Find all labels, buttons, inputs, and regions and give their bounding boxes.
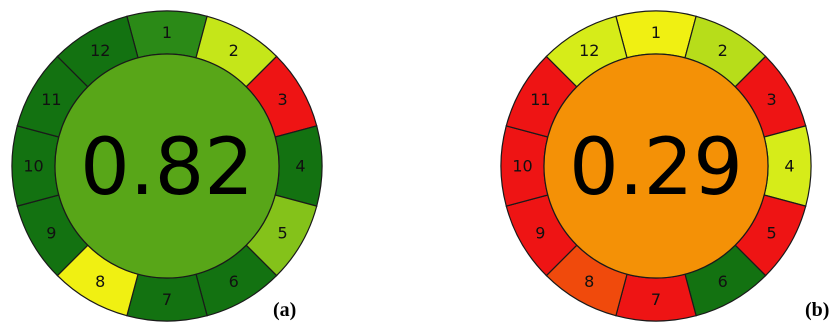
segment-number-b-7: 7 bbox=[651, 290, 661, 309]
segment-number-a-4: 4 bbox=[295, 157, 305, 176]
segment-number-a-6: 6 bbox=[229, 272, 239, 291]
segment-number-a-10: 10 bbox=[23, 157, 43, 176]
segment-number-a-12: 12 bbox=[90, 41, 110, 60]
segment-number-b-4: 4 bbox=[784, 157, 794, 176]
segment-number-b-11: 11 bbox=[530, 90, 550, 109]
segment-number-a-9: 9 bbox=[46, 223, 56, 242]
segment-number-a-7: 7 bbox=[162, 290, 172, 309]
segment-number-a-11: 11 bbox=[41, 90, 61, 109]
score-disc-a bbox=[54, 53, 280, 279]
segment-number-b-10: 10 bbox=[512, 157, 532, 176]
segment-number-a-1: 1 bbox=[162, 23, 172, 42]
segment-number-b-5: 5 bbox=[767, 223, 777, 242]
segment-number-b-8: 8 bbox=[584, 272, 594, 291]
segment-number-b-2: 2 bbox=[718, 41, 728, 60]
segment-number-b-12: 12 bbox=[579, 41, 599, 60]
score-disc-b bbox=[543, 53, 769, 279]
panel-label-b: (b) bbox=[805, 299, 829, 321]
segment-number-a-8: 8 bbox=[95, 272, 105, 291]
segment-number-b-6: 6 bbox=[718, 272, 728, 291]
segment-number-b-1: 1 bbox=[651, 23, 661, 42]
segment-number-b-9: 9 bbox=[535, 223, 545, 242]
segment-number-b-3: 3 bbox=[767, 90, 777, 109]
score-value-a: 0.82 bbox=[80, 123, 254, 213]
score-value-b: 0.29 bbox=[569, 123, 743, 213]
panel-label-a: (a) bbox=[273, 299, 296, 321]
segment-number-a-2: 2 bbox=[229, 41, 239, 60]
segment-number-a-3: 3 bbox=[278, 90, 288, 109]
segment-number-a-5: 5 bbox=[278, 223, 288, 242]
